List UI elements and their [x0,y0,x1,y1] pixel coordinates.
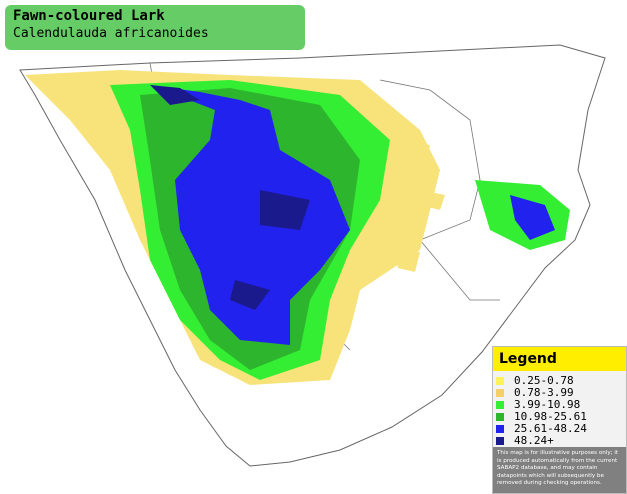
legend-label: 25.61-48.24 [514,422,587,435]
legend-label: 3.99-10.98 [514,398,581,411]
range-dark-blue [150,85,310,310]
legend-title: Legend [493,347,626,371]
legend-item: 3.99-10.98 [493,399,626,411]
legend-item: 0.78-3.99 [493,387,626,399]
legend-label: 0.25-0.78 [514,374,574,387]
legend-label: 48.24+ [514,434,554,447]
legend-item: 10.98-25.61 [493,411,626,423]
legend-swatch [496,377,504,385]
title: Fawn-coloured Lark [13,8,165,24]
title-box: Fawn-coloured Lark Calendulauda africano… [5,5,305,50]
legend-label: 0.78-3.99 [514,386,574,399]
subtitle: Calendulauda africanoides [13,26,209,41]
legend-swatch [496,425,504,433]
legend-item: 25.61-48.24 [493,423,626,435]
legend-swatch [496,413,504,421]
legend-label: 10.98-25.61 [514,410,587,423]
range-scatter [395,140,445,272]
legend: Legend 0.25-0.78 0.78-3.99 3.99-10.98 10.98… [492,346,627,494]
range-east-blue [510,195,555,240]
legend-swatch [496,437,504,445]
legend-swatch [496,389,504,397]
legend-item: 48.24+ [493,435,626,447]
legend-swatch [496,401,504,409]
legend-item: 0.25-0.78 [493,375,626,387]
disclaimer: This map is for illustrative purposes on… [493,447,626,493]
legend-items: 0.25-0.78 0.78-3.99 3.99-10.98 10.98-25.61 2… [493,371,626,447]
range-blue [150,85,350,345]
